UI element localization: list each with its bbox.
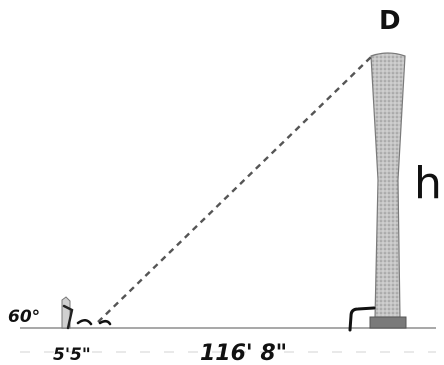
label-angle: 60° (8, 307, 40, 327)
tower-icon (369, 52, 407, 329)
label-top-point-d: D (379, 6, 401, 36)
label-distance: 116' 8" (200, 341, 287, 365)
label-observer-height: 5'5" (53, 345, 91, 365)
observer-icon (61, 296, 74, 330)
angle-arc (76, 319, 93, 326)
angle-hook (98, 320, 112, 326)
line-of-sight (97, 56, 372, 323)
label-height-h: h (414, 158, 442, 209)
right-angle-mark (348, 306, 376, 332)
